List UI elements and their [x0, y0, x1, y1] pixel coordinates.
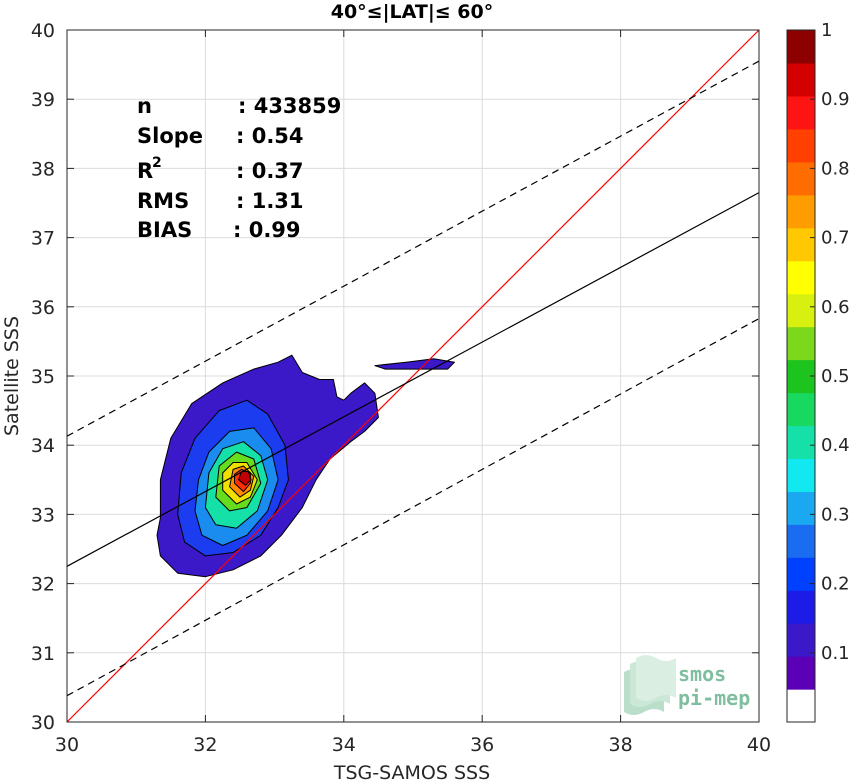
colorbar-band-20: [787, 30, 815, 64]
x-tick-label-1: 32: [193, 734, 217, 756]
x-tick-label-2: 34: [332, 734, 356, 756]
colorbar-tick-label-2: 0.3: [821, 504, 850, 525]
colorbar-band-6: [787, 491, 815, 525]
y-tick-label-4: 34: [31, 435, 55, 457]
regression-line: [66, 192, 760, 567]
colorbar: 0.1 0.2 0.3 0.4 0.5 0.6 0.7 0.8 0.9 1: [786, 20, 850, 723]
y-axis-label: Satellite SSS: [1, 316, 23, 436]
colorbar-tick-label-8: 0.9: [821, 89, 850, 110]
colorbar-band-13: [787, 260, 815, 295]
stat-label-1: Slope: [137, 124, 203, 148]
x-tick-label-0: 30: [55, 734, 79, 756]
colorbar-band-11: [787, 326, 815, 361]
x-tick-label-4: 38: [609, 734, 633, 756]
colorbar-band-8: [787, 425, 815, 459]
colorbar-band-12: [787, 293, 815, 328]
colorbar-tick-label-1: 0.2: [821, 574, 850, 595]
stat-label-3: RMS: [137, 189, 189, 213]
colorbar-band-1: [787, 656, 815, 690]
stat-label-2: R: [137, 159, 153, 183]
y-tick-label-5: 35: [31, 366, 55, 388]
y-tick-label-3: 33: [31, 504, 55, 526]
y-tick-label-10: 40: [31, 20, 55, 42]
stat-label-0: n: [137, 94, 152, 118]
stat-value-1: : 0.54: [236, 124, 304, 148]
colorbar-band-19: [787, 62, 815, 97]
fit-lines: [66, 29, 760, 723]
y-tick-label-8: 38: [31, 158, 55, 180]
y-tick-label-9: 39: [31, 89, 55, 111]
stat-value-2: : 0.37: [236, 159, 304, 183]
density-contours: [156, 354, 455, 578]
contour-level-0-region-1: [374, 358, 455, 370]
y-tick-label-1: 31: [31, 643, 55, 665]
colorbar-tick-label-5: 0.6: [821, 297, 850, 318]
y-tick-label-0: 30: [31, 712, 55, 734]
smos-pimep-logo: smos pi-mep: [624, 655, 750, 715]
colorbar-band-18: [787, 95, 815, 130]
axes: 30 32 34 36 38 40 30 31 32 33 34 35 36 37 38 39 40: [31, 20, 771, 756]
stats-box: n : 433859 Slope : 0.54 R2 : 0.37 RMS : 1.31 BIA…: [137, 94, 341, 242]
x-axis-label: TSG-SAMOS SSS: [333, 762, 490, 784]
y-tick-label-6: 36: [31, 297, 55, 319]
chart-title: 40°≤|LAT|≤ 60°: [331, 1, 494, 23]
colorbar-tick-label-6: 0.7: [821, 228, 850, 249]
colorbar-band-4: [787, 557, 815, 591]
colorbar-band-17: [787, 128, 815, 163]
colorbar-band-3: [787, 590, 815, 624]
colorbar-tick-label-3: 0.4: [821, 435, 850, 456]
stat-value-4: : 0.99: [233, 218, 301, 242]
logo-waves-icon: [624, 655, 676, 715]
colorbar-band-9: [787, 392, 815, 427]
colorbar-band-0: [787, 689, 815, 723]
colorbar-band-14: [787, 227, 815, 262]
stat-label-4: BIAS: [137, 218, 192, 242]
x-tick-label-5: 40: [747, 734, 771, 756]
stat-value-0: : 433859: [238, 94, 341, 118]
stat-value-3: : 1.31: [236, 189, 304, 213]
one-to-one-line: [66, 29, 760, 723]
colorbar-tick-label-9: 1: [821, 20, 832, 41]
colorbar-band-2: [787, 623, 815, 657]
colorbar-tick-label-0: 0.1: [821, 643, 850, 664]
stat-label-sup-2: 2: [152, 155, 162, 171]
colorbar-band-16: [787, 161, 815, 196]
logo-text-line1: smos: [678, 662, 726, 686]
y-tick-label-2: 32: [31, 574, 55, 596]
x-tick-label-3: 36: [470, 734, 494, 756]
logo-text-line2: pi-mep: [678, 686, 750, 710]
colorbar-band-15: [787, 194, 815, 229]
colorbar-tick-label-7: 0.8: [821, 158, 850, 179]
colorbar-band-5: [787, 524, 815, 558]
colorbar-tick-label-4: 0.5: [821, 366, 850, 387]
colorbar-band-7: [787, 458, 815, 492]
y-tick-label-7: 37: [31, 228, 55, 250]
